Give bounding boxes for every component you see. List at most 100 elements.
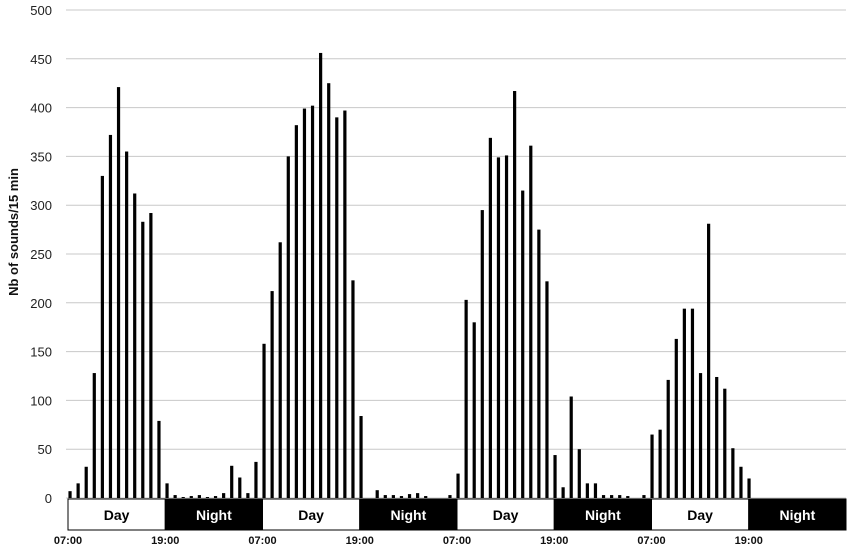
bar (270, 291, 274, 498)
bar (294, 125, 298, 499)
bar (213, 496, 218, 498)
bar (529, 145, 533, 498)
y-tick-label: 200 (30, 296, 52, 311)
bar (642, 495, 646, 498)
band-label: Day (298, 507, 324, 523)
bar (577, 449, 581, 498)
y-axis-ticks: 0 50 100 150 200 250 300 350 400 450 500 (30, 3, 52, 506)
bar (100, 175, 104, 499)
bar (375, 490, 379, 498)
bar (707, 223, 711, 499)
bar (230, 465, 234, 498)
bar (92, 373, 96, 498)
bar (351, 280, 355, 498)
bar (658, 429, 662, 498)
bar (416, 493, 420, 498)
bar (610, 495, 614, 498)
bar-series (68, 52, 751, 499)
bar (278, 242, 282, 498)
y-tick-label: 100 (30, 393, 52, 408)
y-tick-label: 500 (30, 3, 52, 18)
bar (327, 83, 331, 498)
bar (545, 281, 549, 498)
bar (666, 379, 670, 498)
bar (537, 229, 541, 498)
bar (310, 105, 315, 499)
bar (141, 221, 145, 499)
bar (618, 495, 622, 498)
bar (698, 373, 703, 498)
bar (165, 483, 169, 498)
bar (116, 87, 121, 498)
bar (553, 455, 557, 498)
bar (205, 497, 210, 498)
y-tick-label: 450 (30, 52, 52, 67)
night-band (164, 498, 263, 531)
bar (472, 322, 476, 498)
y-tick-label: 150 (30, 345, 52, 360)
bar (504, 155, 509, 499)
bar (125, 151, 129, 498)
bar (650, 434, 654, 498)
bar (157, 420, 161, 498)
bar (399, 496, 404, 498)
time-label: 07:00 (443, 535, 471, 547)
bar (488, 137, 492, 499)
bar (723, 388, 727, 498)
day-night-bands: Day Night Day Night Day Night Day Night (67, 498, 847, 531)
bar (149, 213, 153, 498)
y-tick-label: 350 (30, 149, 52, 164)
bar (173, 495, 177, 498)
day-band (651, 498, 750, 531)
bar (448, 495, 452, 498)
bar (601, 495, 606, 498)
bar (424, 496, 428, 498)
bar (585, 483, 589, 498)
bar (133, 193, 137, 499)
grid-lines (66, 9, 846, 499)
time-label: 07:00 (637, 535, 665, 547)
band-label: Night (196, 507, 232, 523)
bar (739, 466, 743, 498)
bar (189, 496, 193, 498)
bar (68, 491, 72, 498)
bar (262, 343, 266, 498)
bar (335, 117, 339, 499)
bar (108, 134, 113, 498)
time-labels: 07:00 19:00 07:00 19:00 07:00 19:00 07:00 19:00 (54, 535, 763, 547)
night-band (748, 498, 847, 531)
time-label: 19:00 (735, 535, 763, 547)
bar (222, 493, 226, 498)
y-tick-label: 300 (30, 198, 52, 213)
bar (84, 466, 88, 498)
bar (480, 210, 484, 498)
bar (674, 338, 678, 498)
time-label: 19:00 (151, 535, 179, 547)
band-label: Night (585, 507, 621, 523)
band-label: Day (104, 507, 130, 523)
bar (456, 473, 460, 498)
band-label: Day (687, 507, 713, 523)
y-axis-label: Nb of sounds/15 min (6, 168, 21, 296)
band-label: Day (493, 507, 519, 523)
day-band (456, 498, 555, 531)
bar (286, 156, 290, 498)
day-band (67, 498, 166, 531)
time-label: 19:00 (346, 535, 374, 547)
night-band (359, 498, 458, 531)
band-label: Night (779, 507, 815, 523)
bar (238, 477, 242, 498)
time-label: 07:00 (248, 535, 276, 547)
time-label: 07:00 (54, 535, 82, 547)
bar (731, 448, 735, 498)
time-label: 19:00 (540, 535, 568, 547)
bar (521, 190, 525, 498)
bar (513, 91, 517, 498)
y-tick-label: 50 (38, 442, 52, 457)
band-label: Night (390, 507, 426, 523)
bar (391, 495, 395, 498)
bar (76, 483, 80, 498)
y-tick-label: 0 (45, 491, 52, 506)
bar (197, 495, 201, 498)
